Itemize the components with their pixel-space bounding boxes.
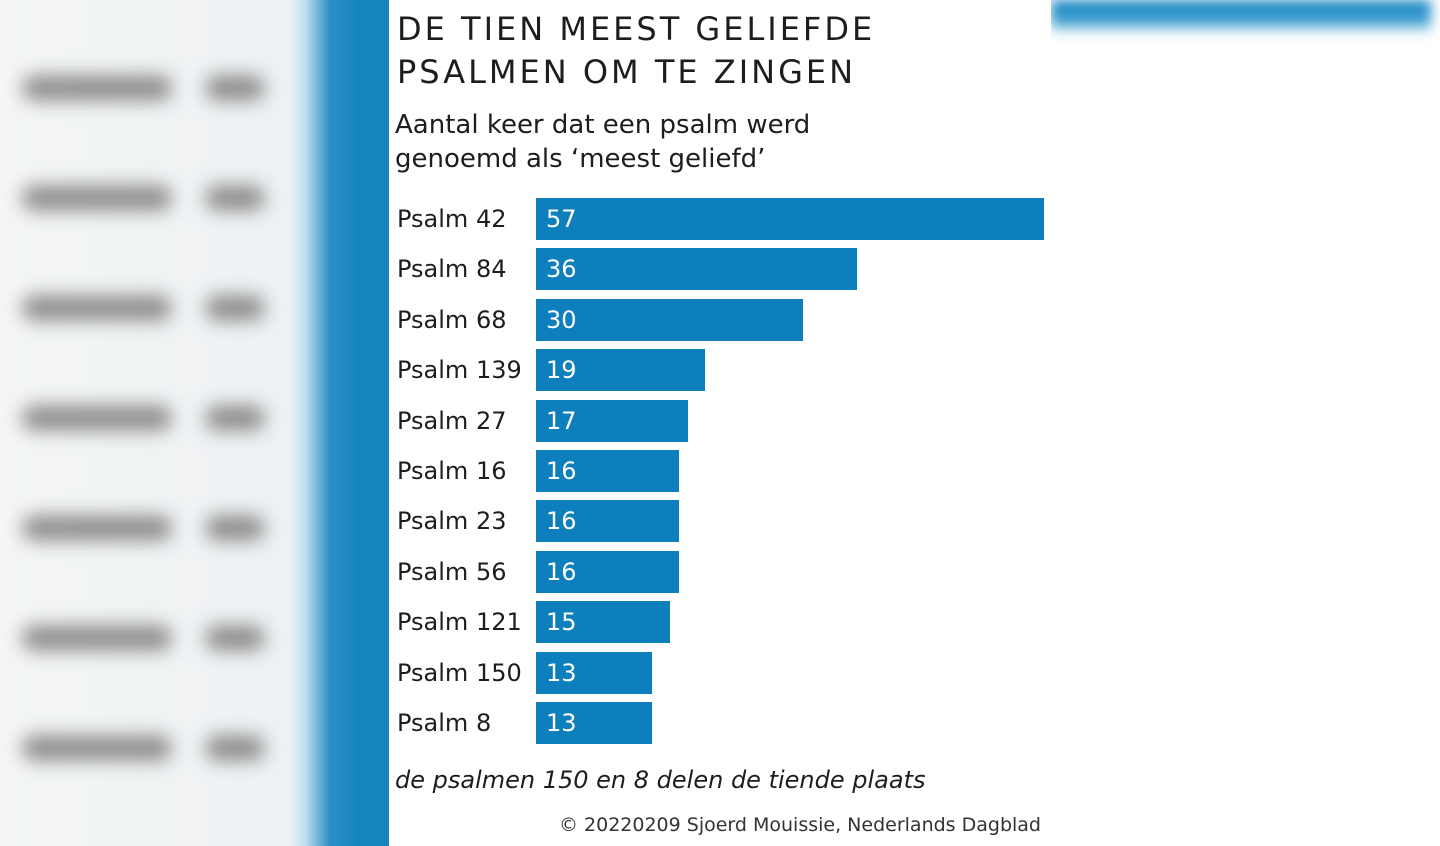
bar: 13: [536, 702, 652, 744]
bar: 36: [536, 248, 857, 291]
bar-value-label: 13: [546, 709, 577, 737]
bar-value-label: 16: [546, 507, 577, 536]
bar-value-label: 17: [546, 406, 577, 435]
bar: 16: [536, 450, 679, 492]
bar-label: Psalm 68: [397, 305, 507, 334]
bar-chart: Psalm 42 57 Psalm 84 36 Psalm 68 30 Psalm 139 1…: [389, 0, 1051, 846]
bar: 17: [536, 399, 688, 442]
bar-label: Psalm 42: [397, 205, 507, 233]
blurred-background-right: [1051, 0, 1440, 846]
bar: 16: [536, 550, 679, 593]
bar-value-label: 30: [546, 305, 577, 334]
bar-value-label: 16: [546, 557, 577, 586]
bar-label: Psalm 8: [397, 709, 492, 737]
bar: 30: [536, 298, 803, 341]
blurred-background-left: [0, 0, 389, 846]
bar-label: Psalm 16: [397, 457, 507, 485]
bar-value-label: 13: [546, 658, 577, 687]
bar: 15: [536, 601, 670, 644]
chart-subtitle: Aantal keer dat een psalm werd genoemd a…: [395, 110, 811, 174]
infographic-card: DE TIEN MEEST GELIEFDE PSALMEN OM TE ZIN…: [389, 0, 1051, 846]
bar: 13: [536, 651, 652, 694]
bar-label: Psalm 27: [397, 406, 507, 435]
bar-value-label: 36: [546, 255, 577, 284]
bar-label: Psalm 150: [397, 658, 522, 687]
bar-label: Psalm 139: [397, 356, 522, 385]
chart-note: de psalmen 150 en 8 delen de tiende plaa…: [395, 766, 926, 794]
bar: 57: [536, 198, 1044, 240]
chart-credit: © 20220209 Sjoerd Mouissie, Nederlands D…: [558, 814, 1041, 836]
bar-label: Psalm 121: [397, 608, 522, 637]
bar-value-label: 15: [546, 608, 577, 637]
bar-value-label: 57: [546, 205, 577, 233]
chart-title: DE TIEN MEEST GELIEFDE PSALMEN OM TE ZIN…: [397, 10, 876, 91]
bar-value-label: 19: [546, 356, 577, 385]
bar-label: Psalm 84: [397, 255, 507, 284]
bar-label: Psalm 56: [397, 557, 507, 586]
bar: 16: [536, 500, 679, 543]
bar: 19: [536, 349, 705, 392]
bar-label: Psalm 23: [397, 507, 507, 536]
bar-value-label: 16: [546, 457, 577, 485]
